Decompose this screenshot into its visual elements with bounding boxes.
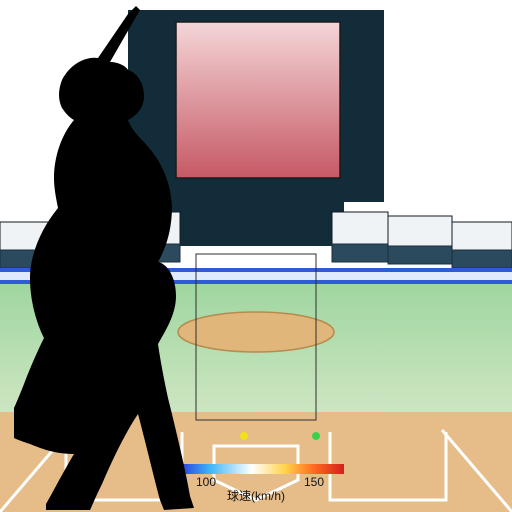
stand-wall <box>452 250 512 268</box>
chart-svg: 100 150 球速(km/h) <box>0 0 512 512</box>
legend-tick-2: 150 <box>304 475 324 489</box>
stand-wall <box>332 244 388 262</box>
stand-wall <box>388 246 452 264</box>
legend-axis-label: 球速(km/h) <box>227 489 285 503</box>
scoreboard-screen <box>176 22 340 178</box>
baseball-pitch-chart: 100 150 球速(km/h) <box>0 0 512 512</box>
pitch-marker <box>240 432 248 440</box>
legend-colorbar <box>176 464 344 474</box>
stand-roof <box>452 222 512 250</box>
scoreboard-pillar <box>168 202 344 246</box>
stand-roof <box>388 216 452 246</box>
pitchers-mound <box>178 312 334 352</box>
stand-roof <box>332 212 388 244</box>
pitch-marker <box>312 432 320 440</box>
legend-tick-1: 100 <box>196 475 216 489</box>
